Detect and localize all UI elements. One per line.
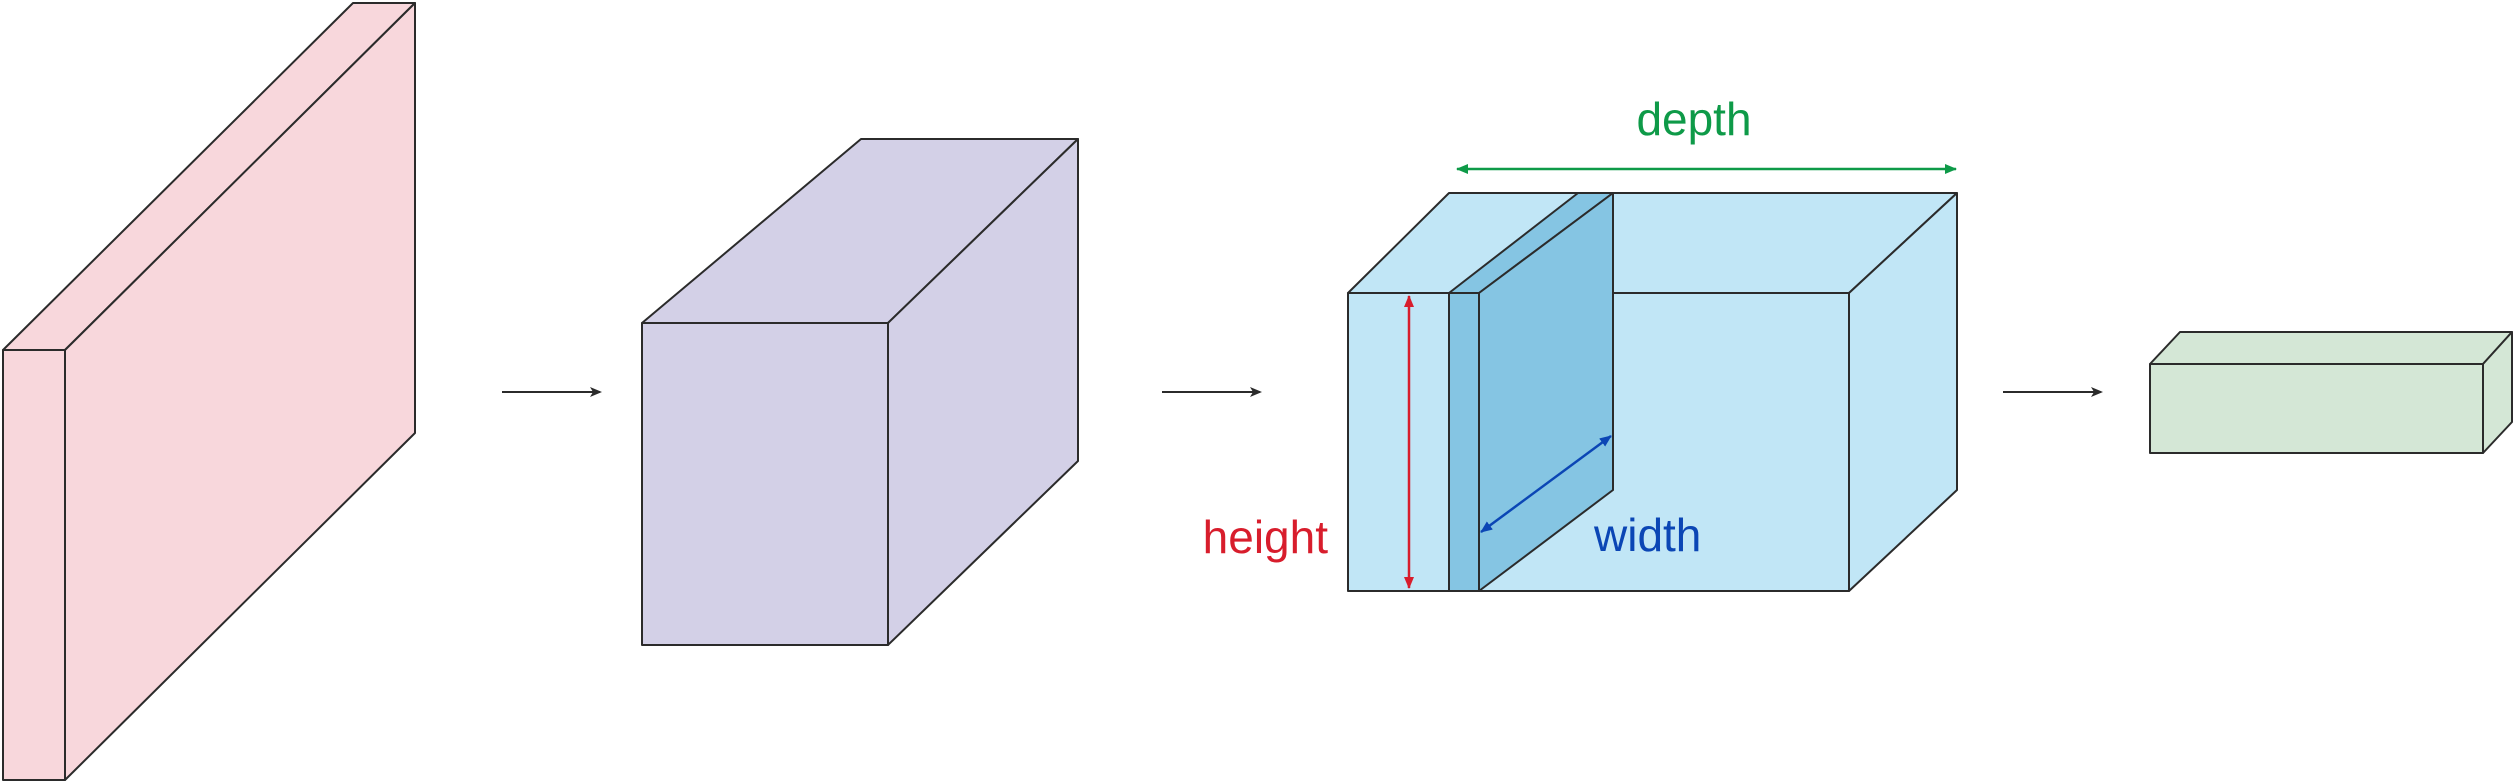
input-volume-front-face <box>2 349 66 781</box>
height-label: height <box>1203 511 1329 563</box>
filter-slice-front-face <box>1448 292 1480 592</box>
output-volume <box>2149 331 2513 454</box>
output-volume-front-face <box>2149 363 2484 454</box>
depth-label: depth <box>1636 93 1751 145</box>
output-volume-top-face <box>2149 331 2513 365</box>
conv-volume <box>641 138 1079 646</box>
input-volume <box>2 2 416 781</box>
conv-volume-front-face <box>641 322 889 646</box>
width-arrow-icon <box>1480 434 1612 534</box>
activation-volume: depth height width <box>1203 93 1958 592</box>
width-label: width <box>1593 509 1701 561</box>
